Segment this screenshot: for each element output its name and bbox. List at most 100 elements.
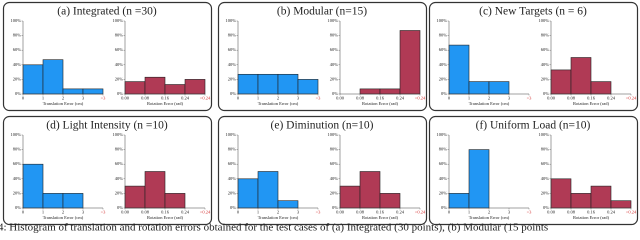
y-tick-label: 20%: [439, 190, 448, 195]
y-tick-label: 80%: [115, 33, 124, 38]
x-tick-label: 1: [42, 210, 44, 215]
panel-title: (c) New Targets (n = 6): [479, 6, 587, 18]
x-tick-label: 0.00: [121, 96, 130, 101]
y-tick-label: 0%: [230, 91, 236, 96]
x-tick-label: 0.16: [161, 210, 170, 215]
x-tick-label: 0.24: [396, 96, 405, 101]
x-tick-label: 2: [488, 96, 490, 101]
x-tick-label: 3: [297, 96, 300, 101]
x-tick-label: 3: [297, 210, 300, 215]
panel-title: (b) Modular (n=15): [277, 6, 367, 18]
panel-frame: [428, 115, 639, 226]
x-tick-label: >3: [527, 210, 533, 215]
y-tick-label: 100%: [539, 18, 550, 23]
x-axis-title: Translation Error (cm): [258, 215, 299, 220]
x-tick-label: 0.24: [181, 210, 190, 215]
bar: [359, 88, 381, 95]
y-tick-label: 80%: [13, 33, 22, 38]
x-tick-label: 3: [82, 96, 85, 101]
bar: [339, 185, 361, 209]
bar: [22, 163, 44, 209]
y-tick-label: 40%: [13, 176, 22, 181]
y-tick-label: 40%: [115, 62, 124, 67]
y-tick-label: 20%: [541, 190, 550, 195]
y-tick-label: 60%: [439, 161, 448, 166]
bar: [144, 171, 166, 209]
x-tick-label: 0: [448, 210, 451, 215]
bar: [610, 200, 632, 209]
y-tick-label: 40%: [541, 176, 550, 181]
y-tick-label: 60%: [13, 47, 22, 52]
bar: [124, 81, 146, 95]
y-tick-label: 60%: [330, 47, 339, 52]
bar: [550, 178, 572, 209]
x-axis-title: Rotation Error (rad): [573, 215, 609, 220]
y-tick-label: 0%: [230, 205, 236, 210]
y-tick-label: 40%: [541, 62, 550, 67]
bar: [590, 185, 612, 209]
x-tick-label: >3: [316, 96, 322, 101]
y-tick-label: 40%: [330, 176, 339, 181]
x-tick-label: 0.08: [567, 96, 576, 101]
x-tick-label: 0.08: [141, 96, 150, 101]
y-tick-label: 0%: [332, 91, 338, 96]
y-tick-label: 100%: [113, 18, 124, 23]
x-tick-label: 1: [42, 96, 44, 101]
x-tick-label: 0: [237, 96, 240, 101]
y-tick-label: 20%: [330, 76, 339, 81]
x-tick-label: 1: [468, 96, 470, 101]
bar: [359, 171, 381, 209]
x-tick-label: 0: [448, 96, 451, 101]
x-tick-label: 0.08: [356, 96, 365, 101]
bar: [42, 59, 64, 95]
y-tick-label: 0%: [441, 205, 447, 210]
y-tick-label: 60%: [439, 47, 448, 52]
y-tick-label: 80%: [439, 147, 448, 152]
x-axis-title: Translation Error (cm): [43, 215, 84, 220]
x-tick-label: 0: [22, 210, 25, 215]
y-tick-label: 80%: [541, 33, 550, 38]
page: (a) Integrated (n =30) 0% 20% 40% 60% 80% 100%…: [0, 0, 640, 235]
bar: [379, 88, 401, 95]
bar: [42, 193, 64, 209]
x-axis-title: Translation Error (cm): [469, 101, 510, 106]
y-tick-label: 20%: [115, 76, 124, 81]
x-tick-label: 0.16: [587, 210, 596, 215]
x-tick-label: >0.24: [415, 96, 426, 101]
y-tick-label: 0%: [117, 91, 123, 96]
bar: [62, 88, 84, 95]
y-tick-label: 80%: [330, 33, 339, 38]
bar: [144, 76, 166, 95]
x-tick-label: 2: [488, 210, 490, 215]
bar: [62, 193, 84, 209]
bar: [257, 73, 279, 95]
bar: [570, 57, 592, 95]
y-tick-label: 40%: [228, 62, 237, 67]
panel: (d) Light Intensity (n =10)0%20%40%60%80…: [2, 115, 213, 226]
y-tick-label: 80%: [228, 33, 237, 38]
bar: [277, 73, 299, 95]
x-axis-title: Rotation Error (rad): [573, 101, 609, 106]
bar: [399, 30, 421, 95]
y-tick-label: 0%: [15, 91, 21, 96]
x-axis-title: Translation Error (cm): [258, 101, 299, 106]
x-tick-label: 0.00: [547, 96, 556, 101]
y-tick-label: 60%: [115, 47, 124, 52]
panel: (e) Diminution (n=10)0%20%40%60%80%100%0…: [217, 115, 428, 226]
y-tick-label: 60%: [228, 161, 237, 166]
bar: [379, 193, 401, 209]
x-tick-label: 2: [62, 96, 64, 101]
x-tick-label: 0.24: [396, 210, 405, 215]
y-tick-label: 0%: [543, 205, 549, 210]
y-tick-label: 100%: [226, 18, 237, 23]
y-tick-label: 20%: [115, 190, 124, 195]
panel-title: (e) Diminution (n=10): [271, 120, 374, 132]
y-tick-label: 20%: [13, 76, 22, 81]
y-tick-label: 100%: [539, 132, 550, 137]
x-tick-label: 0: [237, 210, 240, 215]
bar: [164, 193, 186, 209]
y-tick-label: 0%: [543, 91, 549, 96]
panel: (c) New Targets (n = 6)0%20%40%60%80%100…: [428, 1, 639, 112]
x-tick-label: 0.00: [336, 210, 345, 215]
y-tick-label: 60%: [13, 161, 22, 166]
